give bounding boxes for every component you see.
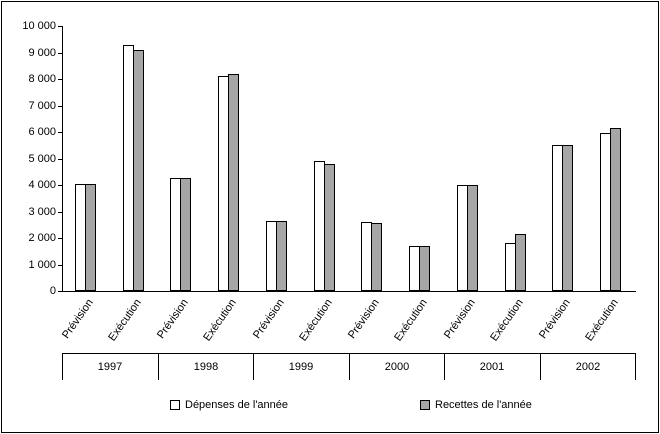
bar-recettes [562,145,573,291]
bar-recettes [515,234,526,291]
y-tick-label: 4 000 [28,179,56,191]
year-divider [62,353,63,380]
category-label: Exécution [105,297,144,344]
y-axis [62,26,63,291]
bar-depenses [218,76,229,291]
legend-item-depenses: Dépenses de l'année [170,399,288,411]
y-tick-mark [58,264,62,266]
category-label: Prévision [250,297,287,341]
y-tick-mark [58,26,62,27]
y-tick-label: 7 000 [28,99,56,112]
bar-recettes [133,50,144,291]
y-tick-label: 8 000 [28,73,56,85]
category-label: Prévision [155,297,192,341]
y-tick-label: 0 [49,285,56,297]
year-label: 1999 [288,361,314,373]
y-tick-label: 9 000 [28,46,56,59]
bar-recettes [228,74,239,291]
category-label: Prévision [59,297,96,341]
y-tick-label: 2 000 [28,232,56,244]
bar-depenses [75,184,86,291]
y-tick-label: 1 000 [28,258,56,271]
category-label: Exécution [296,297,335,344]
bar-depenses [361,222,372,291]
year-divider [349,353,350,380]
bar-depenses [170,178,181,291]
category-label: Exécution [392,297,430,344]
bar-depenses [314,161,325,291]
bar-depenses [266,221,277,291]
bar-recettes [467,185,478,291]
bar-depenses [457,185,468,291]
bar-recettes [610,128,621,291]
year-divider [444,353,445,380]
bar-depenses [123,45,134,291]
bar-recettes [276,221,287,291]
legend-swatch-depenses [170,400,180,410]
category-label: Prévision [441,297,478,341]
category-label: Exécution [487,297,526,344]
year-label: 2000 [384,361,410,373]
bar-recettes [419,246,430,291]
y-tick-mark [58,211,62,213]
bar-depenses [600,133,611,291]
year-label: 1997 [97,361,123,373]
bar-recettes [85,184,96,291]
bar-recettes [324,164,335,291]
legend-swatch-recettes [420,400,430,410]
category-label: Prévision [346,297,383,341]
y-tick-label: 6 000 [28,126,56,138]
y-tick-mark [58,291,62,292]
y-tick-mark [58,79,62,80]
year-divider [253,353,254,380]
legend-label-recettes: Recettes de l'année [435,399,532,411]
bar-recettes [371,223,382,291]
y-tick-mark [58,52,62,54]
year-divider [158,353,159,380]
y-tick-mark [58,158,62,160]
bar-depenses [505,243,516,291]
y-tick-mark [58,105,62,107]
year-label: 2002 [575,361,601,373]
category-label: Exécution [201,297,239,344]
bar-depenses [409,246,420,291]
category-label: Prévision [537,297,574,341]
year-divider [540,353,541,380]
y-tick-label: 5 000 [28,152,56,165]
year-label: 1998 [193,361,219,373]
bar-depenses [552,145,563,291]
y-tick-label: 3 000 [28,205,56,218]
x-axis [62,291,636,292]
y-tick-label: 10 000 [22,20,56,32]
category-label: Exécution [583,297,621,344]
legend-label-depenses: Dépenses de l'année [185,399,289,411]
y-tick-mark [58,132,62,133]
legend-item-recettes: Recettes de l'année [420,399,532,411]
y-tick-mark [58,238,62,239]
bar-recettes [180,178,191,291]
y-tick-mark [58,185,62,186]
year-divider [635,353,636,380]
year-label: 2001 [479,361,505,373]
